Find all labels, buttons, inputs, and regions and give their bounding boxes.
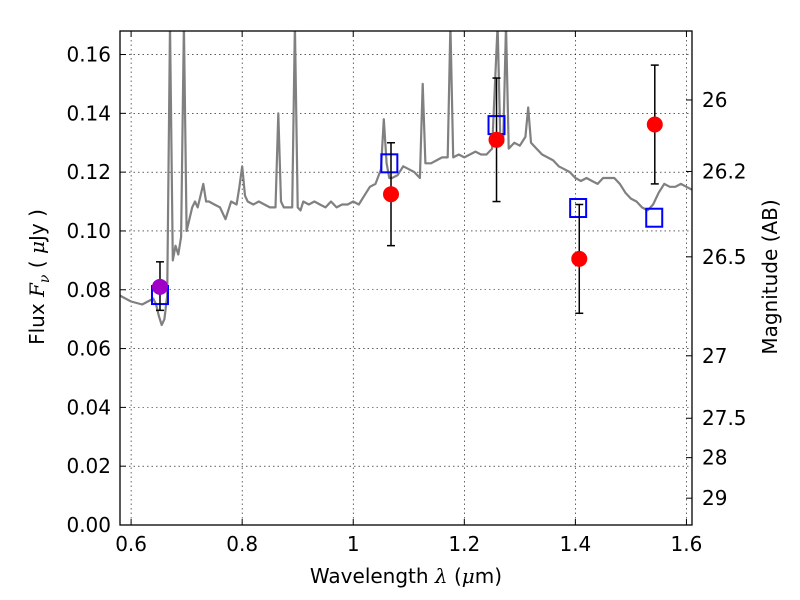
- y-tick-label: 0.02: [66, 454, 111, 478]
- model-square-marker: [380, 153, 399, 174]
- spectrum-line: [120, 31, 692, 327]
- y-tick-label: 0.06: [66, 337, 111, 361]
- y-tick-label: 0.10: [66, 219, 111, 243]
- plot-frame: [119, 30, 693, 526]
- model-square-marker: [569, 198, 588, 219]
- mag-tick-label: 29: [702, 486, 727, 510]
- x-tick-label: 0.8: [226, 532, 258, 556]
- y-tick-label: 0.04: [66, 395, 111, 419]
- y-tick-label: 0.12: [66, 160, 111, 184]
- observed-point-marker: [571, 250, 588, 267]
- x-tick-label: 1.6: [671, 532, 703, 556]
- mag-tick-label: 27: [702, 344, 727, 368]
- y-tick-label: 0.08: [66, 278, 111, 302]
- observed-point-marker: [383, 186, 400, 203]
- plot-area: [120, 31, 692, 327]
- grid-lines: [120, 31, 692, 525]
- y-tick-label: 0.14: [66, 101, 111, 125]
- mag-tick-label: 26.5: [702, 245, 747, 269]
- x-tick-label: 1: [347, 532, 360, 556]
- x-tick-label: 1.4: [559, 532, 591, 556]
- x-tick-label: 0.6: [115, 532, 147, 556]
- y2-axis-title: Magnitude (AB): [758, 199, 782, 354]
- observed-point-marker: [151, 278, 168, 295]
- observed-point-marker: [646, 116, 663, 133]
- mag-tick-label: 26: [702, 88, 727, 112]
- model-square-marker: [645, 207, 664, 228]
- axis-ticks: 0.6 0.8 1 1.2 1.4 1.6 0.00 0.02 0.04 0.06 0.08 0.10…: [66, 31, 747, 556]
- y-tick-label: 0.16: [66, 43, 111, 67]
- x-axis-title: Wavelength λ (μm): [310, 564, 502, 588]
- mag-tick-label: 27.5: [702, 406, 747, 430]
- y-tick-label: 0.00: [66, 513, 111, 537]
- y-axis-title: Flux Fν ( μJy ): [25, 209, 53, 345]
- observed-point-marker: [488, 131, 505, 148]
- mag-tick-label: 26.2: [702, 159, 747, 183]
- mag-tick-label: 28: [702, 446, 727, 470]
- x-tick-label: 1.2: [448, 532, 480, 556]
